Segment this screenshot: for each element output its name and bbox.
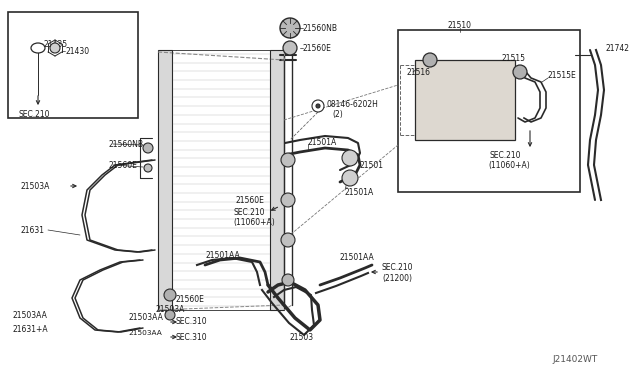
Text: 21631: 21631 bbox=[20, 225, 44, 234]
Text: 21435: 21435 bbox=[43, 39, 67, 48]
Text: 21501A: 21501A bbox=[345, 187, 374, 196]
Bar bbox=[270, 50, 284, 310]
Text: SEC.210: SEC.210 bbox=[382, 263, 413, 273]
Ellipse shape bbox=[31, 43, 45, 53]
Text: 21503: 21503 bbox=[290, 334, 314, 343]
Circle shape bbox=[342, 150, 358, 166]
Bar bbox=[415, 60, 515, 140]
Circle shape bbox=[312, 100, 324, 112]
Circle shape bbox=[282, 274, 294, 286]
Text: 21503AA: 21503AA bbox=[12, 311, 47, 321]
Circle shape bbox=[164, 289, 176, 301]
Text: 21560NB: 21560NB bbox=[108, 140, 143, 148]
Circle shape bbox=[144, 164, 152, 172]
Circle shape bbox=[50, 43, 60, 53]
Text: 21560E: 21560E bbox=[303, 44, 332, 52]
Text: 21516: 21516 bbox=[407, 67, 431, 77]
Circle shape bbox=[281, 233, 295, 247]
Circle shape bbox=[283, 41, 297, 55]
Text: 21742: 21742 bbox=[606, 44, 630, 52]
Text: 21501: 21501 bbox=[360, 160, 384, 170]
Bar bbox=[8, 12, 138, 118]
Text: 21503AA: 21503AA bbox=[128, 330, 162, 336]
Text: 21430: 21430 bbox=[65, 46, 89, 55]
Text: (11060+A): (11060+A) bbox=[233, 218, 275, 227]
Text: 21501AA: 21501AA bbox=[340, 253, 375, 263]
Text: 21560NB: 21560NB bbox=[303, 23, 338, 32]
Bar bbox=[398, 30, 580, 192]
Circle shape bbox=[423, 53, 437, 67]
Text: 21510: 21510 bbox=[448, 20, 472, 29]
Text: (21200): (21200) bbox=[382, 273, 412, 282]
Text: 21560E: 21560E bbox=[175, 295, 204, 305]
Bar bbox=[172, 50, 270, 310]
Text: SEC.210: SEC.210 bbox=[490, 151, 522, 160]
Text: SEC.210: SEC.210 bbox=[18, 109, 49, 119]
Circle shape bbox=[342, 170, 358, 186]
Circle shape bbox=[513, 65, 527, 79]
Bar bbox=[158, 50, 172, 310]
Text: SEC.310: SEC.310 bbox=[175, 333, 207, 341]
Circle shape bbox=[281, 153, 295, 167]
Text: (2): (2) bbox=[332, 109, 343, 119]
Text: 21503AA: 21503AA bbox=[128, 314, 163, 323]
Circle shape bbox=[165, 310, 175, 320]
Text: 21560E: 21560E bbox=[236, 196, 265, 205]
Text: J21402WT: J21402WT bbox=[553, 356, 598, 365]
Text: SEC.210: SEC.210 bbox=[233, 208, 264, 217]
Text: 21501AA: 21501AA bbox=[205, 250, 240, 260]
Circle shape bbox=[280, 18, 300, 38]
Text: SEC.310: SEC.310 bbox=[175, 317, 207, 327]
Circle shape bbox=[281, 193, 295, 207]
Text: 21515E: 21515E bbox=[548, 71, 577, 80]
Circle shape bbox=[316, 104, 320, 108]
Text: 21503A: 21503A bbox=[155, 305, 184, 314]
Text: 21515: 21515 bbox=[502, 54, 526, 62]
Circle shape bbox=[143, 143, 153, 153]
Text: 21501A: 21501A bbox=[308, 138, 337, 147]
Text: 21631+A: 21631+A bbox=[12, 326, 47, 334]
Text: 21503A: 21503A bbox=[20, 182, 49, 190]
Text: (11060+A): (11060+A) bbox=[488, 160, 530, 170]
Text: 21560E: 21560E bbox=[108, 160, 137, 170]
Text: 08146-6202H: 08146-6202H bbox=[327, 99, 379, 109]
